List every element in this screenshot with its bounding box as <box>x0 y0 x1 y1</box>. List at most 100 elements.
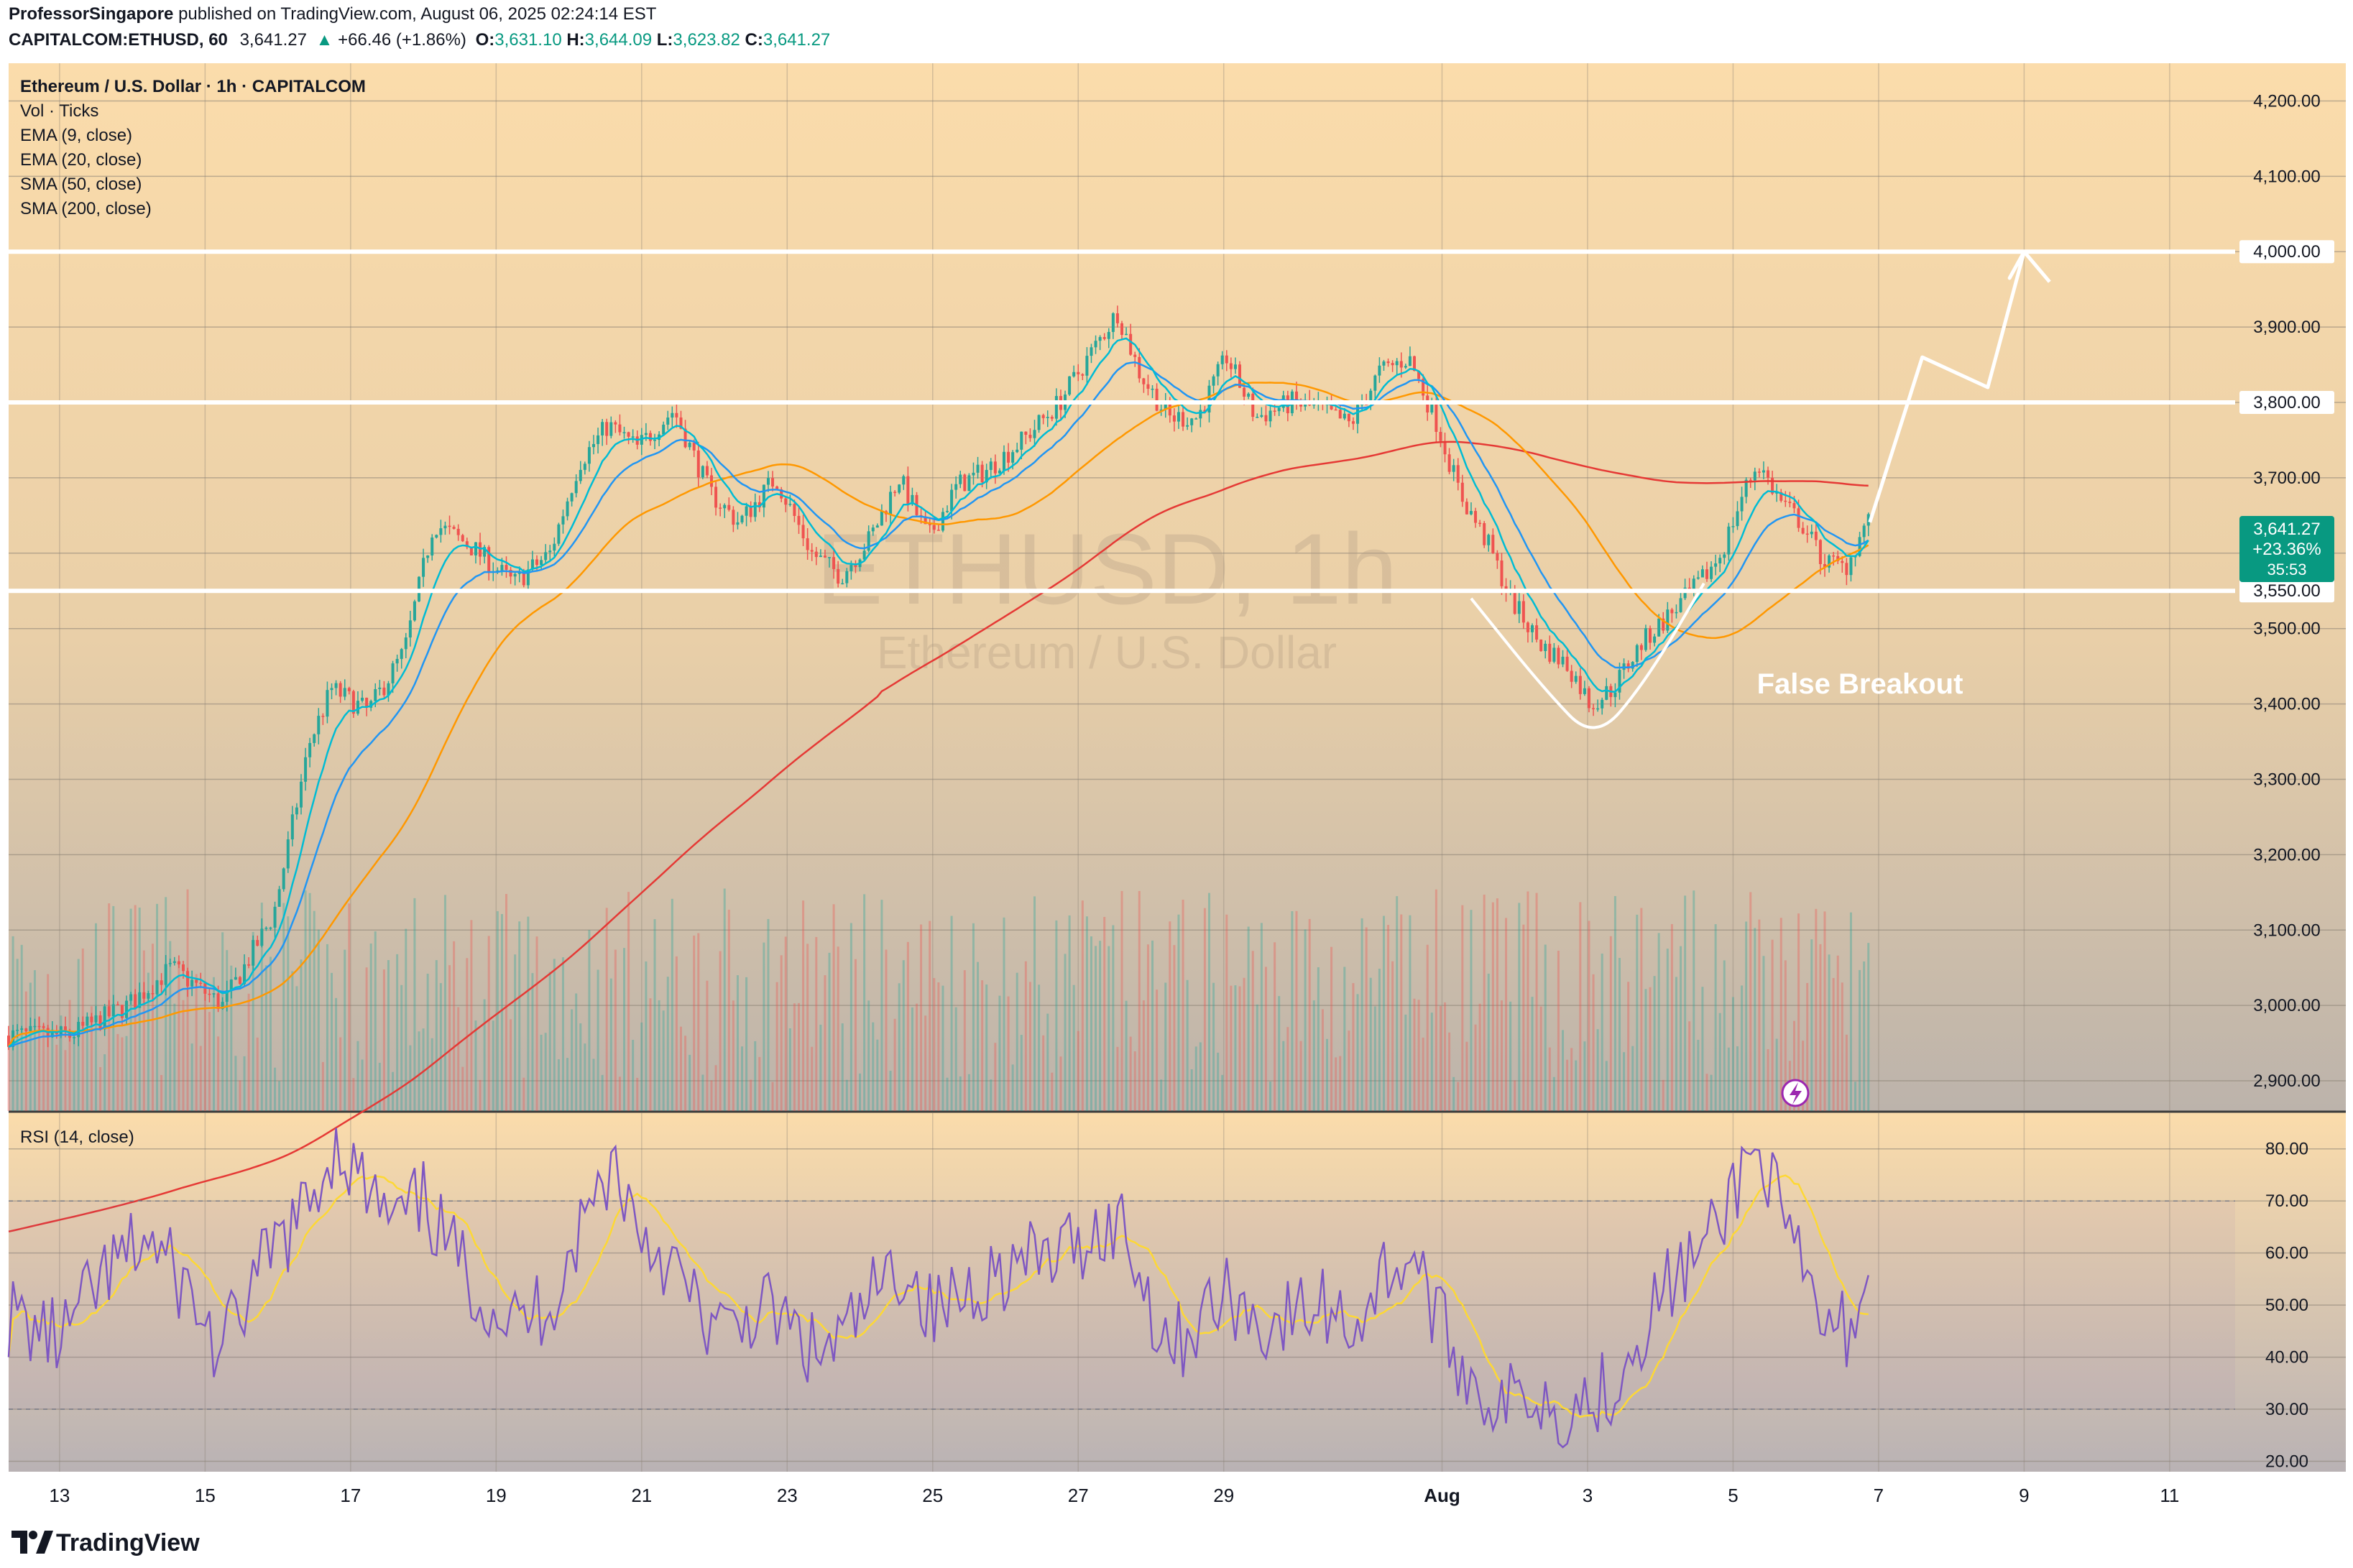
candle-body <box>1849 557 1853 576</box>
candle-body <box>1653 636 1657 643</box>
candle-body <box>736 522 740 525</box>
rounded-bottom-curve[interactable] <box>1470 582 1705 729</box>
volume-bar <box>1797 913 1800 1111</box>
volume-bar <box>1666 949 1669 1111</box>
volume-bar <box>470 920 473 1111</box>
volume-bar <box>1011 1064 1014 1111</box>
volume-bar <box>479 1079 482 1111</box>
volume-bar <box>1849 912 1852 1111</box>
candle-body <box>819 555 822 558</box>
volume-bar <box>1693 890 1695 1111</box>
volume-bar <box>64 1050 67 1111</box>
volume-bar <box>1387 925 1390 1111</box>
candle-body <box>195 979 198 983</box>
candle-body <box>1561 656 1565 665</box>
symbol-label[interactable]: CAPITALCOM:ETHUSD, 60 <box>9 30 228 50</box>
volume-bar <box>793 1003 796 1111</box>
candle-body <box>1487 535 1491 545</box>
volume-bar <box>213 977 216 1111</box>
candle-body <box>326 690 329 717</box>
volume-bar <box>256 1037 259 1111</box>
volume-bar <box>889 1071 892 1111</box>
candle-body <box>1810 531 1813 535</box>
rsi-legend[interactable]: RSI (14, close) <box>20 1127 134 1147</box>
volume-bar <box>849 923 852 1111</box>
volume-bar <box>269 956 272 1111</box>
candle-body <box>134 994 137 1008</box>
volume-bar <box>426 973 429 1111</box>
volume-bar <box>1758 919 1761 1111</box>
volume-bar <box>483 999 486 1111</box>
volume-bar <box>1404 1014 1407 1111</box>
volume-bar <box>1653 976 1656 1111</box>
volume-bar <box>1085 916 1088 1111</box>
volume-bar <box>750 1079 752 1111</box>
volume-bar <box>771 1082 774 1111</box>
volume-bar <box>1710 1074 1713 1111</box>
candle-body <box>1692 578 1695 590</box>
candle-body <box>548 550 552 553</box>
time-tick-label: 3 <box>1583 1485 1593 1506</box>
candle-body <box>980 464 984 483</box>
candle-body <box>544 552 548 561</box>
volume-bar <box>1828 954 1831 1111</box>
high-value: 3,644.09 <box>584 30 653 50</box>
false-breakout-label[interactable]: False Breakout <box>1757 668 1963 700</box>
candle-body <box>1247 393 1251 397</box>
legend-sma-50[interactable]: SMA (50, close) <box>20 175 142 194</box>
candle-body <box>168 963 172 964</box>
legend-sma-200[interactable]: SMA (200, close) <box>20 199 152 218</box>
candle-body <box>216 993 220 1010</box>
price-tick-label: 3,100.00 <box>2253 921 2320 940</box>
volume-bar <box>1623 1052 1626 1111</box>
candle-body <box>662 424 666 435</box>
candle-body <box>1662 618 1665 631</box>
volume-bar <box>217 1036 220 1111</box>
volume-bar <box>195 974 198 1111</box>
author-name[interactable]: ProfessorSingapore <box>9 4 174 24</box>
watermark: ETHUSD, 1h Ethereum / U.S. Dollar <box>816 512 1397 678</box>
volume-bar <box>221 932 224 1111</box>
candle-body <box>1024 431 1028 435</box>
legend-ema-9[interactable]: EMA (9, close) <box>20 126 132 145</box>
volume-bar <box>1544 944 1547 1111</box>
volume-bar <box>1190 1069 1193 1111</box>
volume-bar <box>1815 908 1818 1111</box>
volume-bar <box>282 903 285 1111</box>
tradingview-logo-icon <box>11 1531 53 1554</box>
chart-canvas[interactable]: ETHUSD, 1h Ethereum / U.S. Dollar False … <box>0 57 2353 1516</box>
time-tick-label: 19 <box>486 1485 507 1506</box>
rsi-line <box>7 1127 1869 1449</box>
candle-body <box>103 1006 106 1030</box>
legend-ema-20[interactable]: EMA (20, close) <box>20 150 142 170</box>
volume-bar <box>1007 996 1010 1111</box>
volume-bar <box>86 1033 88 1111</box>
tradingview-logo[interactable]: TradingView <box>9 1516 224 1568</box>
volume-bar <box>510 1019 512 1111</box>
volume-bar <box>1592 974 1595 1111</box>
close-value: 3,641.27 <box>763 30 831 50</box>
volume-bar <box>815 936 818 1111</box>
candle-body <box>1294 391 1298 401</box>
legend-volume[interactable]: Vol · Ticks <box>20 101 98 121</box>
volume-bar <box>1697 1039 1700 1111</box>
candle-body <box>911 494 914 504</box>
candle-body <box>932 525 936 530</box>
volume-bar <box>1867 943 1870 1111</box>
ohlc-line: CAPITALCOM:ETHUSD, 60 3,641.27 ▲ +66.46 … <box>9 30 830 50</box>
forecast-arrow-path[interactable] <box>1868 249 2051 523</box>
last-price: 3,641.27 <box>239 30 307 50</box>
candle-body <box>928 524 931 525</box>
volume-bar <box>147 972 149 1111</box>
volume-bar <box>929 921 931 1111</box>
volume-bar <box>1435 889 1437 1111</box>
volume-bar <box>500 913 503 1111</box>
volume-bar <box>448 965 451 1111</box>
volume-bar <box>295 986 298 1111</box>
legend-title[interactable]: Ethereum / U.S. Dollar · 1h · CAPITALCOM <box>20 77 366 96</box>
candle-body <box>1744 479 1748 497</box>
rsi-ma-line <box>7 1174 1869 1419</box>
volume-bar <box>736 975 739 1111</box>
bolt-icon[interactable] <box>1781 1079 1810 1107</box>
change-value: +66.46 (+1.86%) <box>338 30 466 50</box>
